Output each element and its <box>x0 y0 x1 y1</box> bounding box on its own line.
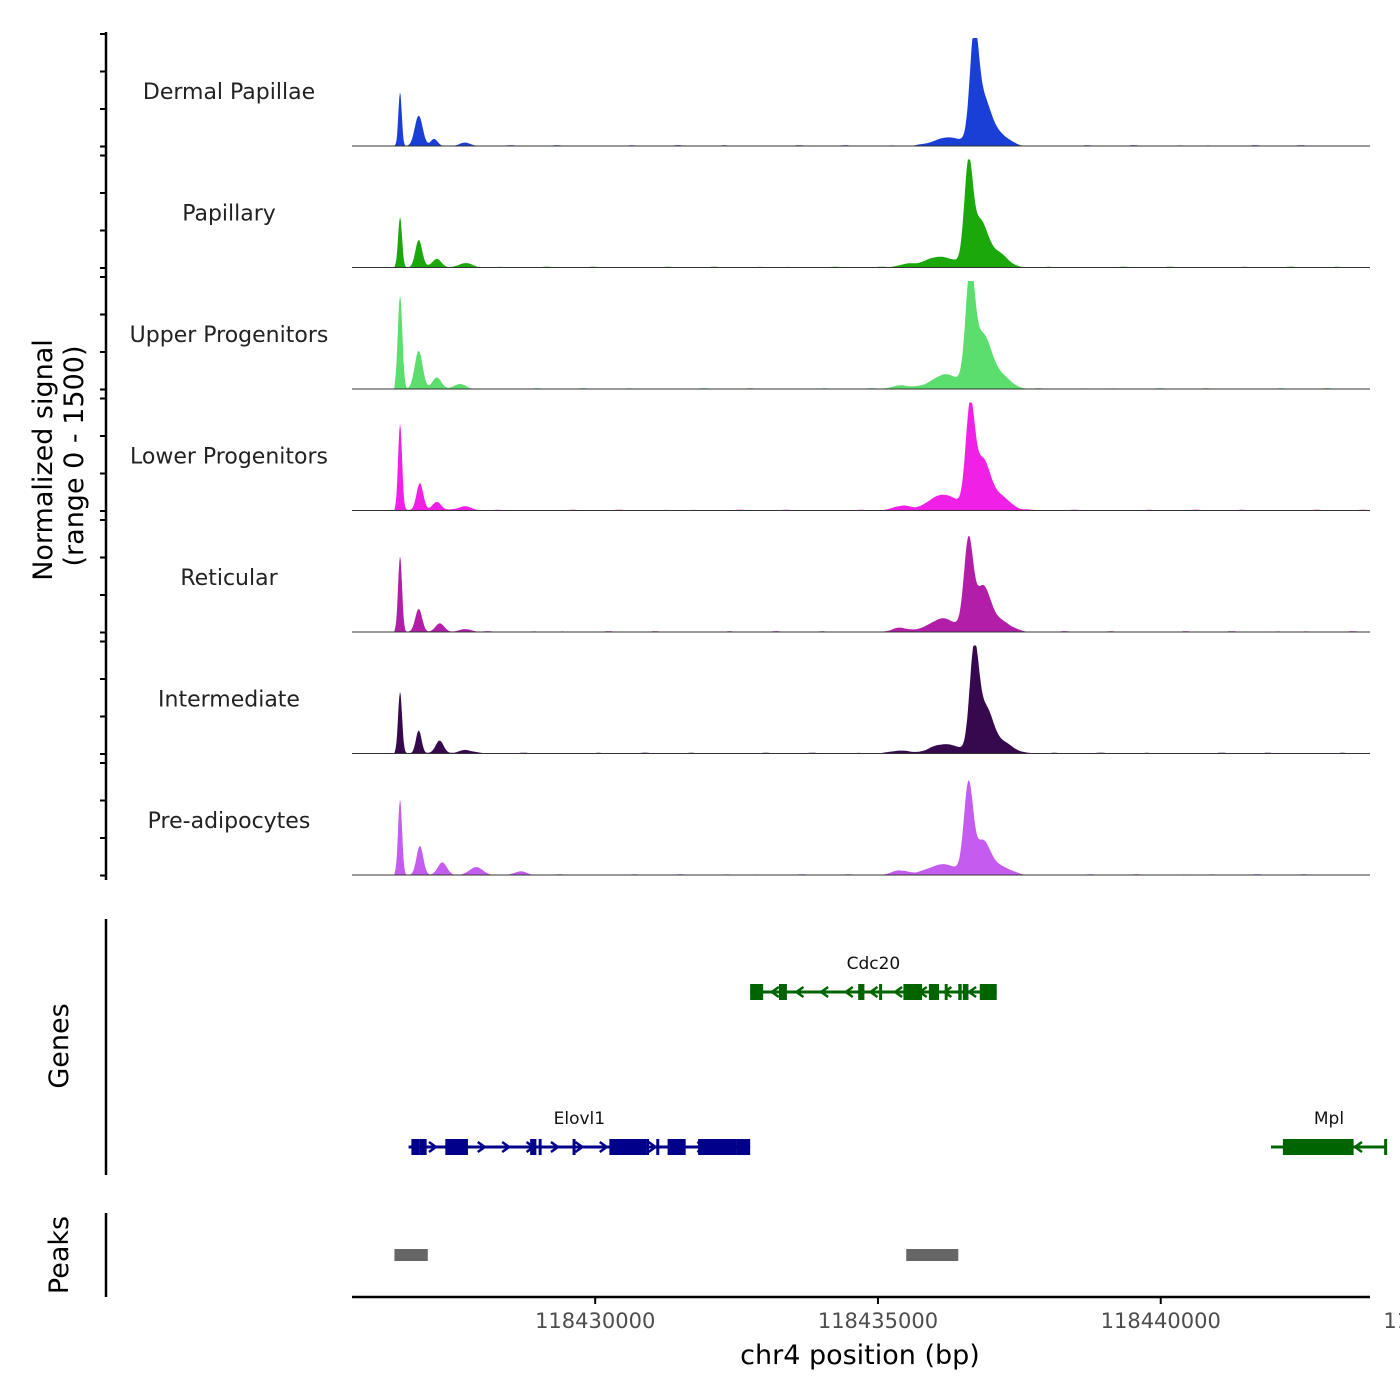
exon <box>530 1139 537 1155</box>
coverage-tracks: Dermal Papillae Papillary Upper Progenitor… <box>130 38 1370 876</box>
exon <box>879 984 883 1000</box>
strand-arrow <box>477 1140 487 1154</box>
exon <box>958 984 962 1000</box>
strand-arrow <box>550 1140 561 1154</box>
coverage-area <box>352 535 1370 632</box>
exon <box>572 1139 576 1155</box>
exon <box>858 984 865 1000</box>
coverage-area <box>352 159 1370 268</box>
gene-models: Cdc20 Elovl1 Mpl <box>408 954 1388 1155</box>
exon <box>778 984 787 1000</box>
x-tick-label: 118430000 <box>535 1309 655 1333</box>
exon <box>750 984 764 1000</box>
track-intermediate: Intermediate <box>158 645 1370 754</box>
y-axis-title: Normalized signal (range 0 - 1500) <box>28 339 90 581</box>
exon <box>1341 1139 1354 1155</box>
exon <box>411 1139 420 1155</box>
exon <box>962 984 969 1000</box>
track-label: Papillary <box>182 202 276 227</box>
track-pre-adipocytes: Pre-adipocytes <box>148 780 1370 876</box>
x-tick-label: 118435000 <box>818 1309 938 1333</box>
track-papillary: Papillary <box>182 159 1370 268</box>
peak-region <box>394 1249 428 1261</box>
x-ticks: 118430000 118435000 118440000 118445000 <box>535 1297 1400 1333</box>
track-upper-progenitors: Upper Progenitors <box>130 281 1370 390</box>
track-label: Upper Progenitors <box>130 323 329 348</box>
exon <box>736 1139 751 1155</box>
signal-axis <box>100 32 108 880</box>
strand-arrow <box>647 1140 658 1154</box>
exon <box>979 984 997 1000</box>
exon <box>656 1139 660 1155</box>
x-tick-label: 118445000 <box>1383 1309 1400 1333</box>
strand-arrow <box>1352 1140 1363 1154</box>
track-label: Reticular <box>180 566 278 591</box>
track-label: Dermal Papillae <box>143 80 315 105</box>
track-label: Pre-adipocytes <box>148 809 311 834</box>
gene-mpl: Mpl <box>1271 1109 1388 1155</box>
strand-arrow <box>794 985 805 999</box>
exon <box>903 984 923 1000</box>
coverage-area <box>352 645 1370 754</box>
strand-arrow <box>892 985 903 999</box>
track-reticular: Reticular <box>180 535 1370 633</box>
strand-arrow <box>428 1140 439 1154</box>
strand-arrow <box>966 985 977 999</box>
genes-panel: Genes Cdc20 Elovl1 Mpl <box>44 919 1388 1175</box>
strand-arrow <box>599 1140 609 1154</box>
peaks-panel: Peaks <box>44 1213 959 1297</box>
track-lower-progenitors: Lower Progenitors <box>130 402 1370 511</box>
strand-arrow <box>769 985 780 999</box>
strand-arrow <box>574 1140 585 1154</box>
coverage-area <box>352 38 1370 146</box>
peak-region <box>906 1249 959 1261</box>
y-axis-title-line1: Normalized signal <box>28 339 59 581</box>
exon <box>667 1139 686 1155</box>
exon <box>646 1139 650 1155</box>
x-tick-label: 118440000 <box>1101 1309 1221 1333</box>
gene-label: Elovl1 <box>554 1109 605 1129</box>
exon <box>698 1139 737 1155</box>
track-dermal-papillae: Dermal Papillae <box>143 38 1370 147</box>
exon <box>1282 1139 1354 1155</box>
genes-panel-title: Genes <box>44 1003 75 1088</box>
exon <box>538 1139 542 1155</box>
x-axis-title: chr4 position (bp) <box>740 1340 980 1371</box>
gene-label: Mpl <box>1314 1109 1344 1129</box>
gene-cdc20: Cdc20 <box>750 954 997 1000</box>
exon <box>609 1139 647 1155</box>
exon <box>1384 1139 1388 1155</box>
track-label: Intermediate <box>158 688 300 713</box>
gene-elovl1: Elovl1 <box>408 1109 751 1155</box>
coverage-area <box>352 780 1370 875</box>
coverage-area <box>352 281 1370 389</box>
peaks-panel-title: Peaks <box>44 1216 75 1294</box>
coverage-area <box>352 402 1370 511</box>
exon <box>419 1139 427 1155</box>
y-axis-title-line2: (range 0 - 1500) <box>59 346 90 567</box>
exon <box>928 984 940 1000</box>
strand-arrow <box>818 985 829 999</box>
track-label: Lower Progenitors <box>130 445 328 470</box>
exon <box>944 984 948 1000</box>
gene-label: Cdc20 <box>847 954 901 974</box>
strand-arrow <box>868 985 879 999</box>
strand-arrow <box>942 985 953 999</box>
x-axis: 118430000 118435000 118440000 118445000 chr… <box>352 1295 1400 1371</box>
strand-arrow <box>843 985 854 999</box>
strand-arrow <box>501 1140 512 1154</box>
peak-regions <box>394 1249 959 1261</box>
exon <box>445 1139 468 1155</box>
